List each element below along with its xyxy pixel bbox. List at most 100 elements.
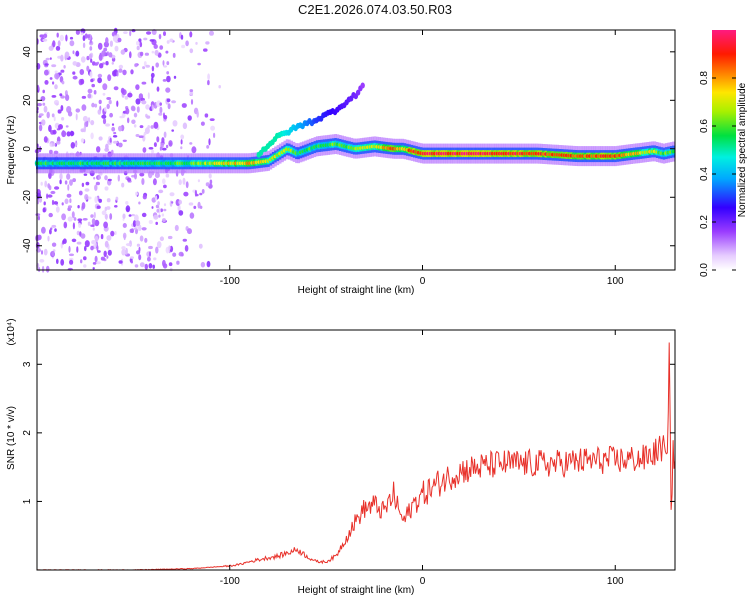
spectrogram-noise-cell bbox=[182, 177, 186, 185]
spectrogram-noise-cell bbox=[87, 117, 91, 123]
spectrogram-noise-cell bbox=[72, 71, 76, 75]
spectrogram-noise-cell bbox=[58, 124, 63, 130]
spectrogram-noise-cell bbox=[42, 89, 45, 94]
spectrogram-noise-cell bbox=[138, 254, 142, 261]
spectrogram-noise-cell bbox=[162, 178, 166, 185]
spectrogram-noise-cell bbox=[60, 54, 64, 62]
spectrogram-noise-cell bbox=[182, 238, 187, 242]
spectrogram-noise-cell bbox=[43, 201, 46, 206]
spectrogram-noise-cell bbox=[76, 230, 80, 236]
spectrogram-noise-cell bbox=[39, 196, 43, 203]
spectrogram-noise-cell bbox=[98, 99, 102, 105]
spectrogram-noise-cell bbox=[100, 256, 105, 261]
spectrogram-noise-cell bbox=[181, 44, 186, 49]
spectrogram-noise-cell bbox=[98, 175, 101, 180]
spectrogram-noise-cell bbox=[52, 129, 57, 135]
spectrogram-noise-cell bbox=[55, 45, 61, 51]
spectrogram-noise-cell bbox=[72, 50, 75, 55]
spectrogram-noise-cell bbox=[136, 243, 140, 247]
spectrogram-noise-cell bbox=[131, 29, 136, 33]
spectrogram-noise-cell bbox=[125, 205, 131, 213]
spectrogram-noise-cell bbox=[133, 112, 138, 118]
spectrogram-noise-cell bbox=[94, 196, 98, 204]
spectrogram-noise-cell bbox=[152, 178, 157, 186]
spectrogram-noise-cell bbox=[45, 265, 50, 273]
spectrogram-noise-cell bbox=[107, 178, 112, 182]
spectrogram-noise-cell bbox=[197, 179, 200, 183]
spectrogram-noise-cell bbox=[110, 230, 115, 237]
spectrogram-noise-cell bbox=[112, 135, 118, 138]
spectrogram-noise-cell bbox=[43, 248, 48, 256]
spectrogram-noise-cell bbox=[165, 144, 169, 149]
spectrogram-noise-cell bbox=[59, 173, 63, 180]
spectrogram-noise-cell bbox=[118, 125, 123, 132]
spectrogram-noise-cell bbox=[200, 261, 206, 268]
spectrogram-noise-cell bbox=[108, 52, 113, 58]
spectrogram-noise-cell bbox=[77, 205, 80, 209]
spectrogram-noise-cell bbox=[106, 97, 112, 100]
spectrogram-noise-cell bbox=[127, 117, 130, 124]
snr-x-ticks: -100 0 100 bbox=[220, 330, 624, 587]
spectrogram-noise-cell bbox=[97, 73, 103, 78]
spectrogram-noise-cell bbox=[163, 65, 168, 68]
spectrogram-noise-cell bbox=[147, 92, 150, 100]
spectrogram-y-ticks: -40 -20 0 20 40 bbox=[22, 46, 675, 253]
spectrogram-noise-cell bbox=[150, 72, 155, 78]
spectrogram-noise-cell bbox=[148, 220, 153, 224]
spectrogram-noise-cell bbox=[205, 182, 210, 187]
spectrogram-noise-cell bbox=[178, 179, 182, 186]
spectrogram-noise-cell bbox=[42, 38, 48, 42]
spectrogram-noise-cell bbox=[61, 80, 65, 85]
spectrogram-noise-cell bbox=[178, 210, 184, 216]
spectrogram-noise-cell bbox=[57, 40, 61, 47]
spectrogram-noise-cell bbox=[55, 206, 60, 213]
spectrogram-noise-cell bbox=[103, 250, 107, 257]
spectrogram-noise-cell bbox=[138, 135, 144, 138]
spectrogram-noise-cell bbox=[56, 32, 59, 38]
spectrogram-noise-cell bbox=[83, 125, 87, 133]
spectrogram-noise-cell bbox=[109, 213, 113, 220]
spectrogram-noise-cell bbox=[97, 42, 103, 50]
spectrogram-noise-cell bbox=[65, 94, 70, 101]
spectrogram-noise-cell bbox=[218, 85, 221, 89]
spectrogram-noise-cell bbox=[113, 131, 117, 135]
spectrogram-noise-cell bbox=[93, 241, 97, 249]
spectrogram-noise-cell bbox=[142, 66, 146, 70]
spectrogram-noise-cell bbox=[87, 88, 93, 94]
spectrogram-noise-cell bbox=[105, 37, 109, 45]
spectrogram-noise-cell bbox=[93, 176, 96, 180]
spectrogram-noise-cell bbox=[90, 78, 94, 83]
spectrogram-noise-cell bbox=[134, 264, 139, 268]
spectrogram-noise-cell bbox=[146, 31, 152, 35]
spectrogram-noise-cell bbox=[80, 259, 83, 264]
spectrogram-x-tick-label: -100 bbox=[220, 276, 240, 287]
spectrogram-noise-cell bbox=[156, 136, 160, 143]
spectrogram-noise-cell bbox=[158, 189, 164, 194]
spectrogram-noise-cell bbox=[45, 57, 50, 61]
spectrogram-noise-cell bbox=[39, 34, 45, 38]
colorbar-ticks: 0.0 0.2 0.4 0.6 0.8 bbox=[699, 71, 736, 277]
spectrogram-noise-cell bbox=[154, 49, 159, 56]
spectrogram-noise-cell bbox=[162, 259, 166, 267]
spectrogram-noise-cell bbox=[84, 188, 90, 192]
spectrogram-noise-cell bbox=[92, 227, 95, 231]
spectrogram-noise-cell bbox=[47, 183, 51, 189]
spectrogram-noise-cell bbox=[133, 227, 137, 230]
spectrogram-noise-cell bbox=[149, 39, 155, 42]
spectrogram-noise-cell bbox=[43, 136, 48, 143]
spectrogram-noise-cell bbox=[189, 142, 193, 145]
spectrogram-noise-cell bbox=[82, 218, 88, 221]
spectrogram-noise-cell bbox=[50, 227, 53, 230]
spectrogram-noise-cell bbox=[106, 103, 110, 110]
spectrogram-noise-cell bbox=[94, 235, 99, 243]
spectrogram-noise-cell bbox=[91, 83, 95, 88]
spectrogram-noise-cell bbox=[163, 31, 166, 36]
spectrogram-noise-cell bbox=[114, 231, 117, 235]
spectrogram-noise-cell bbox=[128, 214, 132, 217]
spectrogram-noise-cell bbox=[41, 119, 46, 126]
spectrogram-noise-cell bbox=[122, 139, 127, 142]
spectrogram-noise-cell bbox=[168, 245, 171, 251]
spectrogram-noise-cell bbox=[158, 33, 162, 40]
spectrogram-noise-cell bbox=[44, 80, 49, 85]
